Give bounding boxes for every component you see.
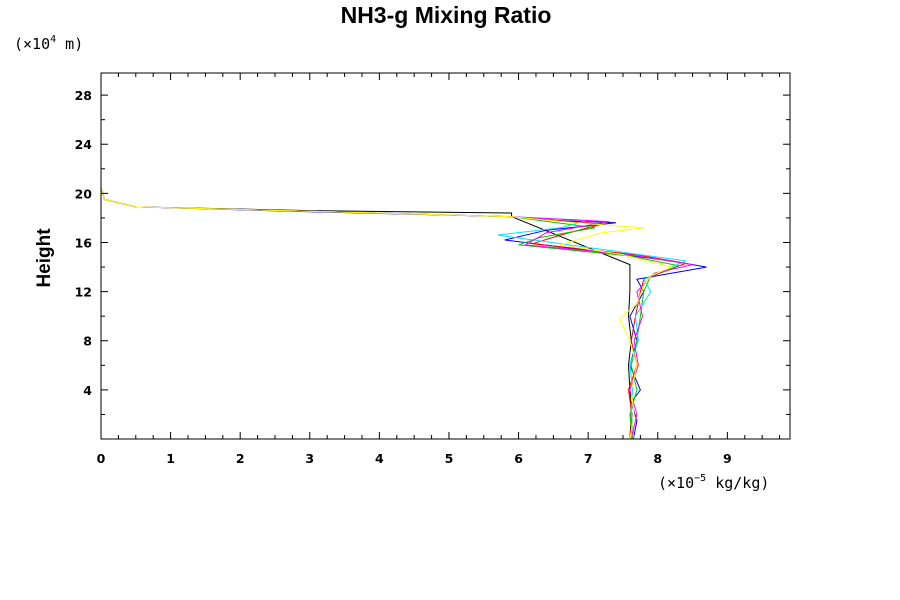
x-tick-label: 6 [514,451,523,466]
plot-frame [100,72,791,440]
y-tick-label: 28 [75,88,92,103]
y-unit-suffix: m) [56,35,83,53]
y-unit-label: (×104 m) [14,34,83,53]
x-tick-label: 3 [305,451,314,466]
chart-title: NH3-g Mixing Ratio [341,2,552,28]
x-tick-label: 7 [584,451,593,466]
x-tick-label: 8 [653,451,662,466]
x-tick-label: 2 [236,451,245,466]
series-line-7 [100,73,674,440]
x-unit-suffix: kg/kg) [706,474,769,492]
y-tick-label: 20 [75,186,93,201]
y-unit-exponent: 4 [50,34,56,45]
y-unit-prefix: (×10 [14,35,50,53]
x-tick-label: 4 [375,451,384,466]
series-layer [100,73,707,440]
y-tick-label: 8 [83,334,92,349]
y-axis-label: Height [34,228,55,288]
y-tick-label: 4 [83,383,92,398]
x-tick-label: 9 [723,451,732,466]
x-tick-label: 0 [97,451,106,466]
x-unit-exponent: −5 [694,473,706,484]
y-tick-label: 24 [75,137,93,152]
y-tick-label: 16 [75,235,93,250]
x-tick-label: 1 [166,451,175,466]
y-tick-label: 12 [75,285,92,300]
x-tick-label: 5 [445,451,454,466]
x-unit-label: (×10−5 kg/kg) [658,473,769,492]
x-unit-prefix: (×10 [658,474,694,492]
